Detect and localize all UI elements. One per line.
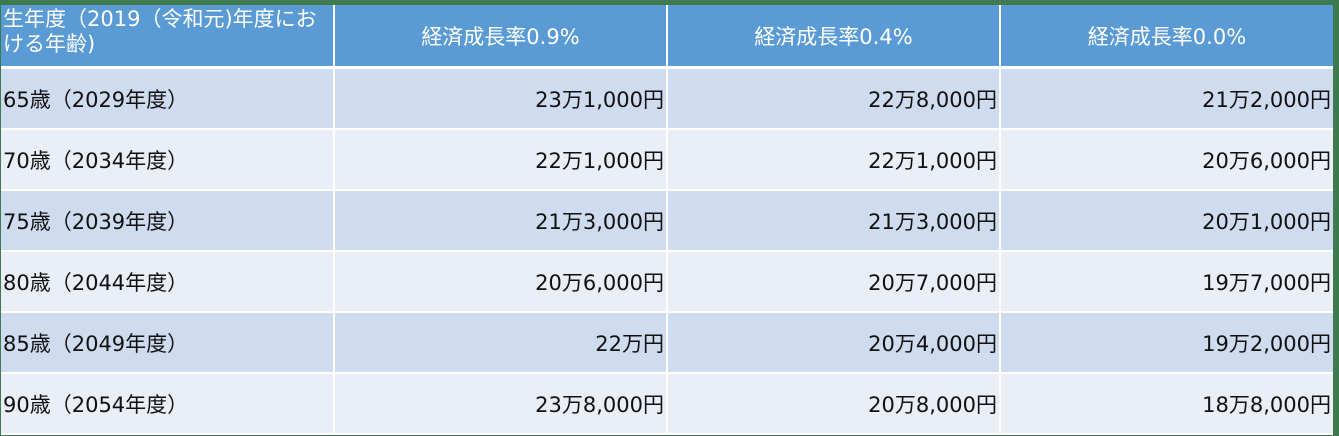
row-age-label: 85歳（2049年度）: [1, 313, 335, 374]
header-row: 生年度（2019（令和元)年度における年齢) 経済成長率0.9% 経済成長率0.…: [1, 5, 1333, 69]
cell-value: 23万8,000円: [335, 374, 668, 435]
cell-value: 23万1,000円: [335, 69, 668, 130]
header-growth-0-9: 経済成長率0.9%: [335, 5, 668, 69]
cell-value: 20万7,000円: [668, 252, 1001, 313]
cell-value: 21万2,000円: [1001, 69, 1333, 130]
table-row: 80歳（2044年度） 20万6,000円 20万7,000円 19万7,000…: [1, 252, 1333, 313]
cell-value: 20万4,000円: [668, 313, 1001, 374]
row-age-label: 75歳（2039年度）: [1, 191, 335, 252]
cell-value: 20万1,000円: [1001, 191, 1333, 252]
pension-table: 生年度（2019（令和元)年度における年齢) 経済成長率0.9% 経済成長率0.…: [1, 5, 1333, 435]
table-row: 70歳（2034年度） 22万1,000円 22万1,000円 20万6,000…: [1, 130, 1333, 191]
table-row: 90歳（2054年度） 23万8,000円 20万8,000円 18万8,000…: [1, 374, 1333, 435]
row-age-label: 70歳（2034年度）: [1, 130, 335, 191]
cell-value: 21万3,000円: [335, 191, 668, 252]
table-row: 75歳（2039年度） 21万3,000円 21万3,000円 20万1,000…: [1, 191, 1333, 252]
cell-value: 22万8,000円: [668, 69, 1001, 130]
table-row: 85歳（2049年度） 22万円 20万4,000円 19万2,000円: [1, 313, 1333, 374]
row-age-label: 80歳（2044年度）: [1, 252, 335, 313]
cell-value: 22万1,000円: [335, 130, 668, 191]
header-birth-year: 生年度（2019（令和元)年度における年齢): [1, 5, 335, 69]
header-growth-0-0: 経済成長率0.0%: [1001, 5, 1333, 69]
cell-value: 22万1,000円: [668, 130, 1001, 191]
cell-value: 19万2,000円: [1001, 313, 1333, 374]
cell-value: 20万8,000円: [668, 374, 1001, 435]
row-age-label: 90歳（2054年度）: [1, 374, 335, 435]
row-age-label: 65歳（2029年度）: [1, 69, 335, 130]
cell-value: 21万3,000円: [668, 191, 1001, 252]
cell-value: 20万6,000円: [1001, 130, 1333, 191]
cell-value: 20万6,000円: [335, 252, 668, 313]
cell-value: 18万8,000円: [1001, 374, 1333, 435]
cell-value: 22万円: [335, 313, 668, 374]
cell-value: 19万7,000円: [1001, 252, 1333, 313]
header-growth-0-4: 経済成長率0.4%: [668, 5, 1001, 69]
table-row: 65歳（2029年度） 23万1,000円 22万8,000円 21万2,000…: [1, 69, 1333, 130]
